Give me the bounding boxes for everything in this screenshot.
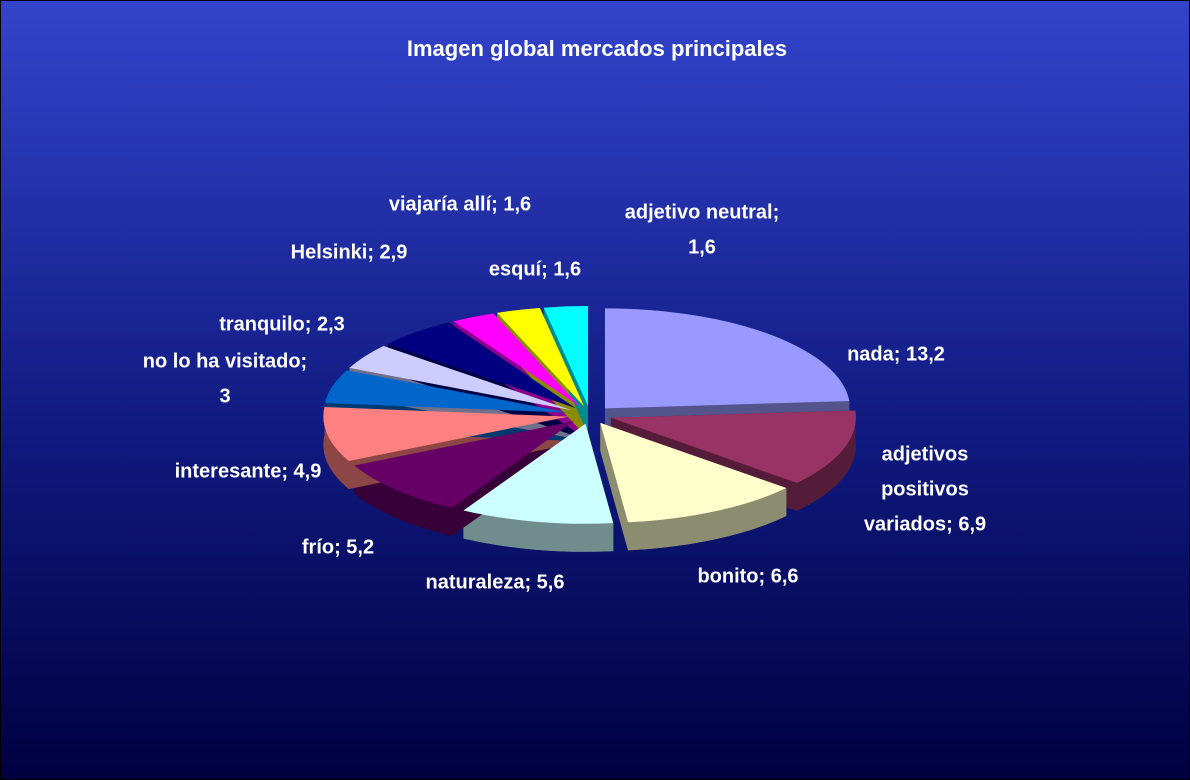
data-label: tranquilo; 2,3 — [219, 313, 345, 335]
data-label: interesante; 4,9 — [175, 460, 322, 482]
slice — [354, 421, 574, 508]
data-label: no lo ha visitado; — [143, 350, 307, 372]
slice-wall — [323, 406, 349, 489]
slice-wall — [628, 488, 787, 551]
slice-wall — [463, 510, 614, 552]
data-label: 1,6 — [688, 236, 716, 258]
data-label: adjetivos — [882, 443, 969, 465]
slice — [610, 410, 856, 483]
slice — [349, 345, 572, 411]
data-label: positivos — [881, 478, 969, 500]
slice — [453, 313, 581, 407]
slice — [387, 322, 576, 409]
slice-wall — [354, 465, 452, 536]
slice — [604, 308, 850, 409]
data-label: Helsinki; 2,9 — [291, 241, 408, 263]
slice — [463, 423, 614, 524]
data-label: adjetivo neutral; — [625, 201, 779, 223]
data-label: 3 — [219, 385, 230, 407]
slice-wall — [796, 410, 856, 511]
data-label: naturaleza; 5,6 — [426, 571, 565, 593]
data-label: esquí; 1,6 — [489, 258, 581, 280]
slice — [324, 370, 569, 413]
data-label: frío; 5,2 — [302, 536, 374, 558]
data-label: variados; 6,9 — [864, 513, 986, 535]
slice — [323, 406, 569, 461]
data-label: bonito; 6,6 — [697, 565, 798, 587]
slice — [543, 306, 589, 407]
chart-title: Imagen global mercados principales — [407, 36, 787, 61]
data-label: nada; 13,2 — [847, 343, 945, 365]
slice — [497, 307, 585, 407]
data-label: viajaría allí; 1,6 — [389, 193, 531, 215]
slice — [600, 422, 787, 523]
slice-side — [600, 422, 629, 551]
